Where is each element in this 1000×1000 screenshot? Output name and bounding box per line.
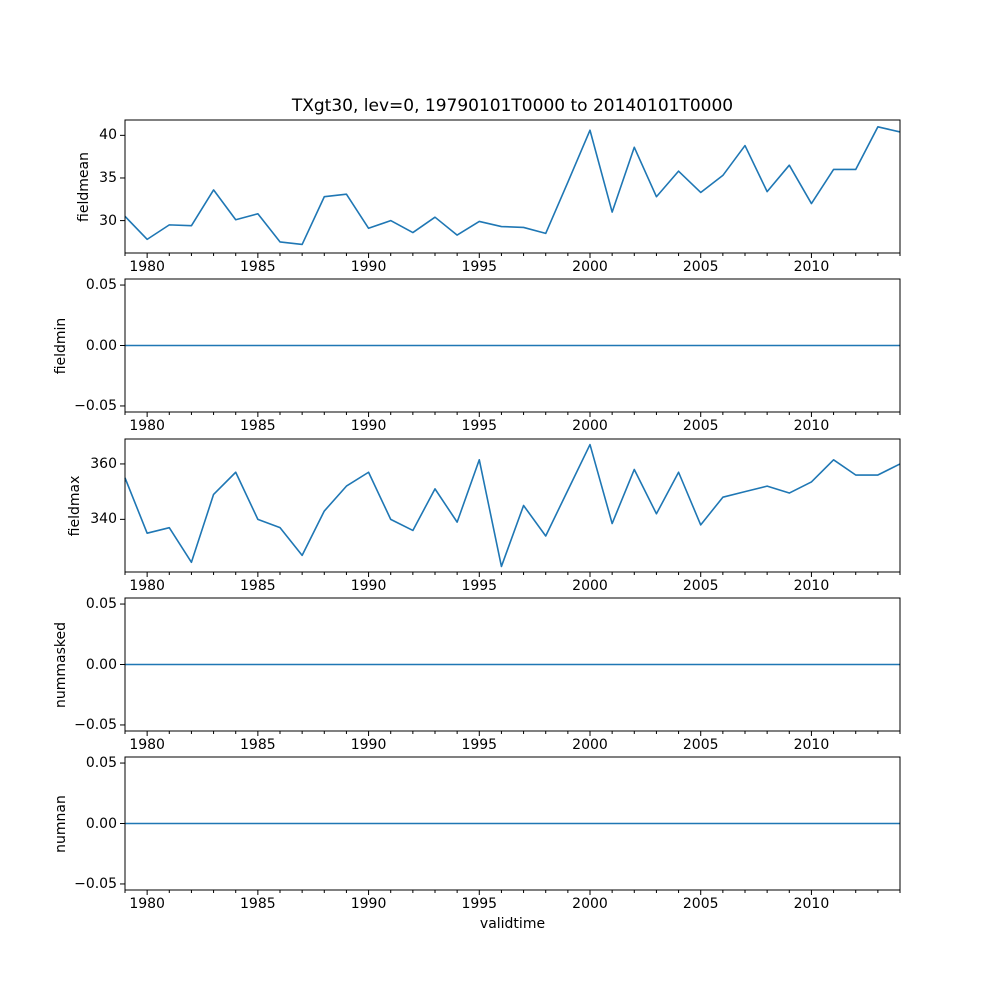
axes-frame-nummasked — [124, 597, 901, 732]
data-line-fieldmax — [124, 443, 901, 568]
axes-frame-fieldmin — [124, 278, 901, 413]
axes-frame-fieldmax — [124, 438, 901, 573]
y-axis-label-fieldmax: fieldmax — [67, 475, 83, 536]
y-axis-label-numnan: numnan — [53, 794, 69, 853]
data-line-fieldmean — [124, 126, 901, 246]
axes-frame-fieldmean — [124, 119, 901, 254]
chart-title: TXgt30, lev=0, 19790101T0000 to 20140101… — [291, 96, 734, 116]
y-axis-label-fieldmin: fieldmin — [53, 317, 69, 374]
x-axis-label: validtime — [479, 916, 546, 932]
y-axis-label-fieldmean: fieldmean — [76, 151, 92, 222]
y-axis-label-nummasked: nummasked — [53, 621, 69, 708]
axes-frame-numnan — [124, 756, 901, 891]
